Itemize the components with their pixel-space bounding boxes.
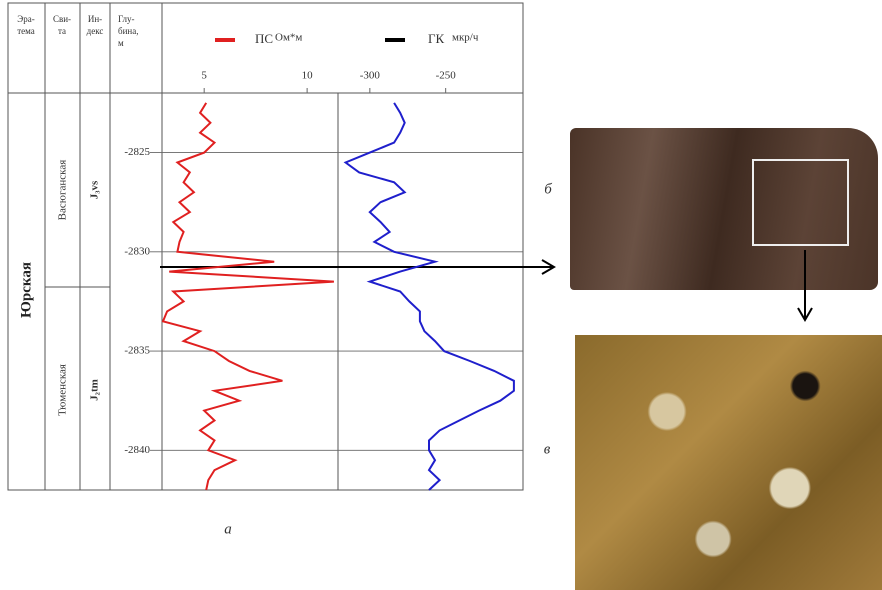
panel-label: а xyxy=(224,521,232,537)
y-tick-label: -2840 xyxy=(124,444,150,456)
zoom-box xyxy=(753,160,848,245)
index-label: J₂tm xyxy=(89,379,101,401)
y-tick-label: -2835 xyxy=(124,345,150,357)
y-tick-label: -2825 xyxy=(124,146,150,158)
x-tick-label: 10 xyxy=(302,70,314,82)
x-tick-label: 5 xyxy=(201,70,207,82)
panel-label: в xyxy=(544,441,551,457)
header-text: та xyxy=(58,26,66,36)
x-tick-label: -300 xyxy=(360,70,381,82)
legend-unit: мкр/ч xyxy=(452,32,479,44)
header-text: м xyxy=(118,38,124,48)
suite-label: Васюганская xyxy=(57,160,69,221)
header-text: декс xyxy=(87,26,104,36)
legend-unit: Ом*м xyxy=(275,32,302,44)
y-tick-label: -2830 xyxy=(124,245,150,257)
panel-label: б xyxy=(544,181,552,197)
header-text: Глу- xyxy=(118,14,135,24)
era-label: Юрская xyxy=(18,262,34,318)
header-text: Эра- xyxy=(17,14,34,24)
header-text: Сви- xyxy=(53,14,71,24)
index-label: J₃vs xyxy=(89,180,101,199)
x-tick-label: -250 xyxy=(436,70,457,82)
chart: Юрская Васюганская J₃vs Тюменская J₂tm а… xyxy=(0,0,882,590)
legend-label: ПС xyxy=(255,31,273,46)
header-text: Ин- xyxy=(88,14,102,24)
legend-label: ГК xyxy=(428,31,445,46)
header-text: бина, xyxy=(118,26,138,36)
figure: Юрская Васюганская J₃vs Тюменская J₂tm а… xyxy=(0,0,882,590)
log-curve xyxy=(346,103,514,490)
suite-label: Тюменская xyxy=(57,364,69,416)
log-curve xyxy=(163,103,334,490)
header-text: тема xyxy=(17,26,35,36)
